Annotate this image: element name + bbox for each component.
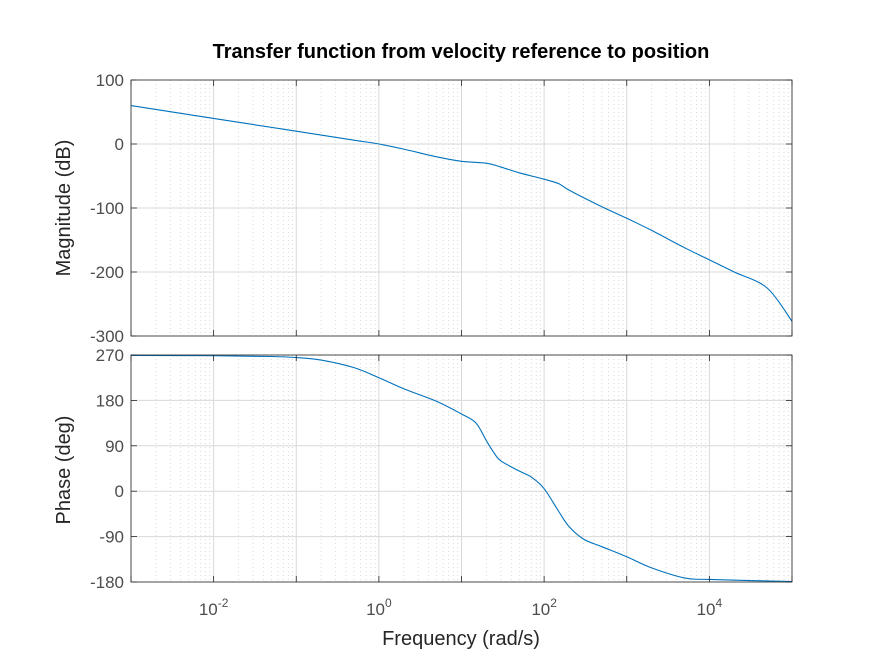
phase-axes: 270 180 90 0 -90 -180 <box>90 346 793 592</box>
phase-y-tick-label: 270 <box>96 346 124 365</box>
magnitude-grid <box>130 79 793 337</box>
phase-y-tick-label: 0 <box>115 482 124 501</box>
magnitude-y-tick-label: 0 <box>115 135 124 154</box>
x-axis-label: Frequency (rad/s) <box>382 628 540 650</box>
phase-grid <box>130 354 793 583</box>
magnitude-y-tick-label: -200 <box>90 263 124 282</box>
magnitude-y-tick-label: 100 <box>96 71 124 90</box>
phase-series-line <box>130 354 793 583</box>
magnitude-y-tick-label: -300 <box>90 327 124 346</box>
chart-title: Transfer function from velocity referenc… <box>213 41 710 63</box>
magnitude-axes: 100 0 -100 -200 -300 <box>90 71 793 346</box>
phase-y-tick-label: 180 <box>96 391 124 410</box>
x-tick-label: 104 <box>697 596 723 619</box>
phase-ticks: 270 180 90 0 -90 -180 <box>90 346 793 592</box>
x-tick-label: 102 <box>531 596 557 619</box>
magnitude-y-axis-label: Magnitude (dB) <box>53 140 75 277</box>
phase-y-tick-label: -180 <box>90 573 124 592</box>
phase-y-tick-label: -90 <box>99 528 124 547</box>
phase-y-axis-label: Phase (deg) <box>53 416 75 525</box>
phase-y-tick-label: 90 <box>105 437 124 456</box>
x-tick-labels: 10-2 100 102 104 <box>199 596 723 619</box>
magnitude-ticks: 100 0 -100 -200 -300 <box>90 71 793 346</box>
magnitude-series-line <box>130 105 793 322</box>
magnitude-y-tick-label: -100 <box>90 199 124 218</box>
x-tick-label: 100 <box>366 596 392 619</box>
x-tick-label: 10-2 <box>199 596 229 619</box>
